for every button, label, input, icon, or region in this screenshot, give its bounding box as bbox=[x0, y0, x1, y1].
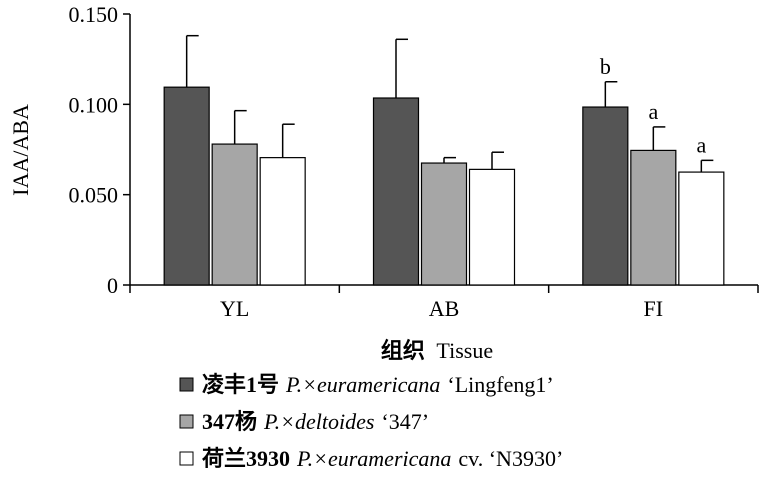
error-bars bbox=[185, 34, 714, 173]
significance-label: a bbox=[696, 132, 706, 157]
legend-label-cultivar: ‘Lingfeng1’ bbox=[447, 372, 553, 397]
category-labels: YL AB FI bbox=[220, 296, 663, 321]
bar bbox=[372, 97, 420, 286]
legend-label-sci: P.×euramericana bbox=[285, 372, 440, 397]
legend-label: 荷兰3930 P.×euramericana cv. ‘N3930’ bbox=[202, 446, 563, 471]
y-axis-title: IAA/ABA bbox=[8, 104, 33, 196]
bar bbox=[211, 143, 258, 286]
significance-label: a bbox=[648, 99, 658, 124]
legend: 凌丰1号 P.×euramericana ‘Lingfeng1’347杨 P.×del… bbox=[179, 372, 563, 471]
legend-label-cn: 347杨 bbox=[202, 409, 257, 434]
significance-label: b bbox=[600, 54, 611, 79]
bar bbox=[630, 149, 677, 286]
bar bbox=[678, 171, 725, 286]
legend-label-sci: P.×deltoides bbox=[263, 409, 374, 434]
bar bbox=[468, 168, 516, 286]
x-axis-title-en: Tissue bbox=[436, 338, 493, 363]
legend-swatch bbox=[179, 377, 194, 392]
legend-label: 凌丰1号 P.×euramericana ‘Lingfeng1’ bbox=[202, 372, 554, 397]
y-tick-label: 0.050 bbox=[69, 183, 119, 208]
y-tick-label: 0 bbox=[107, 273, 118, 298]
category-label: FI bbox=[644, 296, 664, 321]
bar bbox=[420, 162, 468, 286]
y-tick-label: 0.100 bbox=[69, 92, 119, 117]
significance-labels: b a a bbox=[600, 54, 707, 158]
bar bbox=[259, 157, 306, 286]
category-label: YL bbox=[220, 296, 249, 321]
legend-swatch bbox=[179, 414, 194, 429]
bar bbox=[163, 86, 210, 286]
y-ticks: 0 0.050 0.100 0.150 bbox=[69, 2, 130, 298]
legend-label: 347杨 P.×deltoides ‘347’ bbox=[202, 409, 429, 434]
bars bbox=[163, 86, 725, 286]
x-axis-title-cn: 组织 bbox=[381, 338, 425, 363]
legend-label-cn: 凌丰1号 bbox=[202, 372, 279, 397]
legend-label-cultivar: ‘347’ bbox=[381, 409, 429, 434]
bar bbox=[582, 106, 629, 286]
category-label: AB bbox=[429, 296, 460, 321]
legend-label-cultivar: cv. ‘N3930’ bbox=[458, 446, 563, 471]
legend-label-sci: P.×euramericana bbox=[296, 446, 451, 471]
y-tick-label: 0.150 bbox=[69, 2, 119, 27]
legend-label-cn: 荷兰3930 bbox=[202, 446, 290, 471]
x-axis-title: 组织 Tissue bbox=[381, 338, 493, 363]
legend-swatch bbox=[179, 451, 194, 466]
